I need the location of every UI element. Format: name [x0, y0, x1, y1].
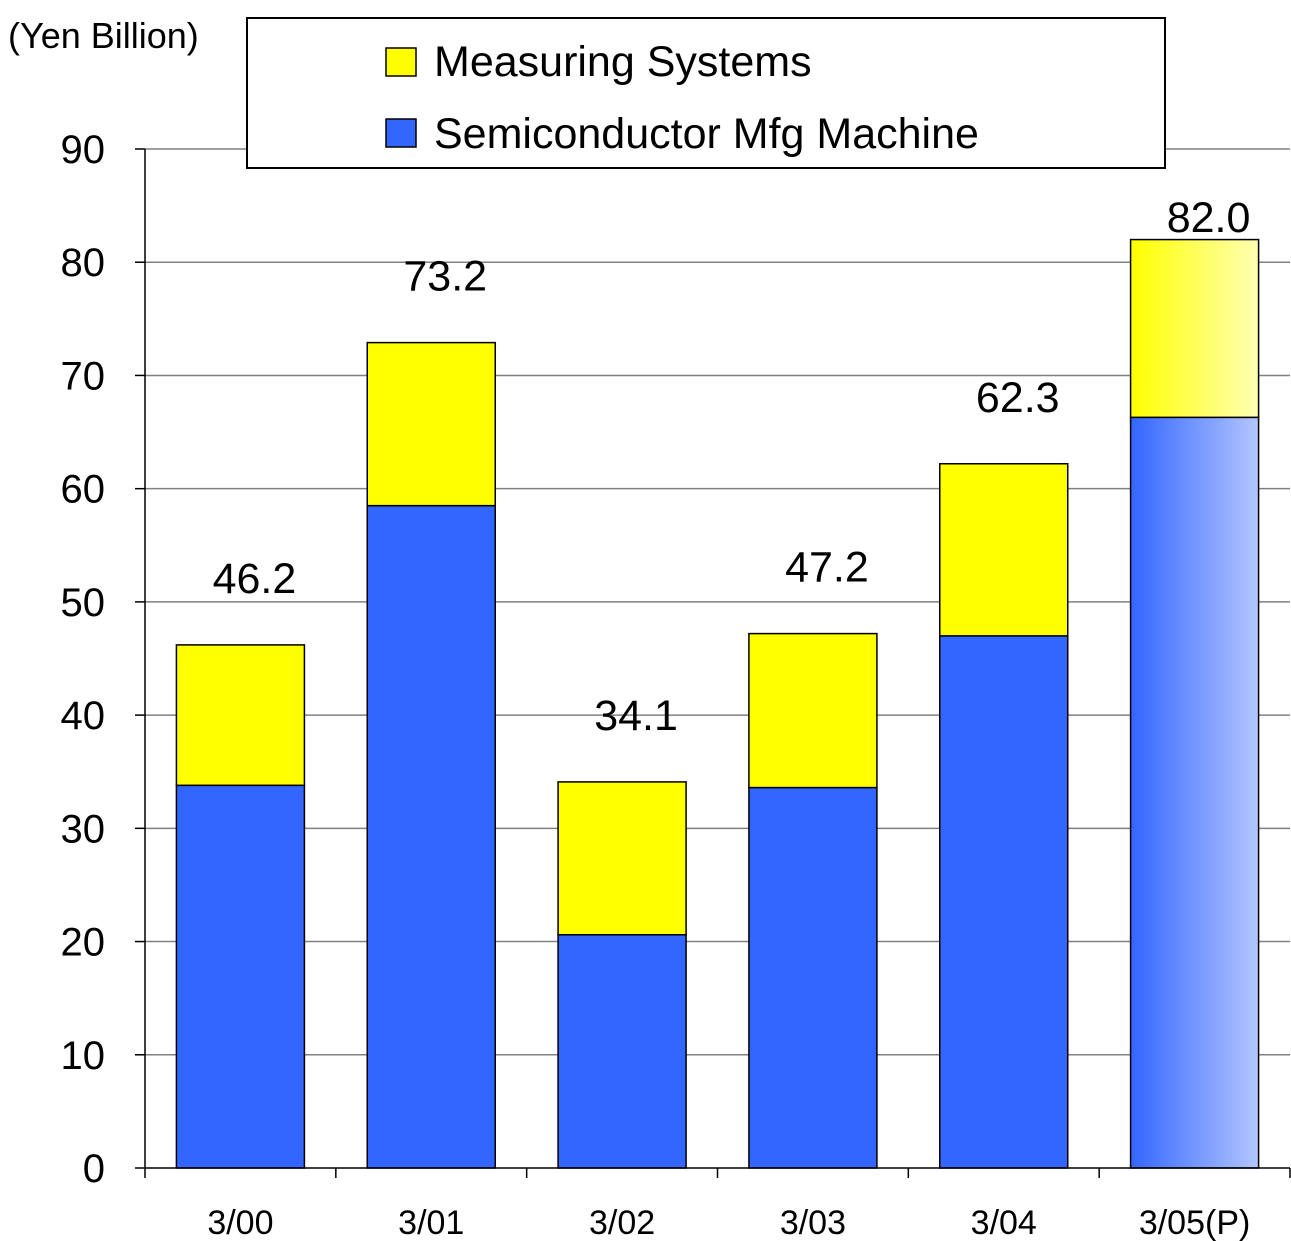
- bar-measuring-systems: [1129, 238, 1260, 419]
- total-label: 34.1: [594, 692, 678, 740]
- total-label: 73.2: [403, 253, 487, 301]
- bar-semiconductor-mfg-machine: [557, 934, 687, 1169]
- y-tick-label: 60: [61, 468, 106, 512]
- legend-swatch-semiconductor-mfg-machine: [385, 118, 417, 148]
- bar-semiconductor-mfg-machine: [1129, 416, 1260, 1169]
- x-category-label: 3/02: [589, 1204, 655, 1241]
- x-category-label: 3/03: [780, 1204, 846, 1241]
- y-tick-label: 0: [83, 1147, 105, 1191]
- y-tick-label: 80: [61, 241, 106, 285]
- axes: 0 10 20 30 40 50 60 70 80 90 3/00 3/01 3/02 3/03 3/04 3…: [61, 128, 1291, 1241]
- bars: [175, 238, 1260, 1169]
- bar-semiconductor-mfg-machine: [939, 635, 1069, 1169]
- bar-measuring-systems: [939, 463, 1069, 637]
- bar-semiconductor-mfg-machine: [366, 504, 496, 1169]
- total-label: 46.2: [213, 555, 297, 603]
- x-category-label: 3/00: [207, 1204, 273, 1241]
- y-tick-label: 70: [61, 354, 106, 398]
- y-tick-label: 50: [61, 581, 106, 625]
- x-category-label: 3/04: [971, 1204, 1037, 1241]
- total-label: 82.0: [1167, 194, 1251, 242]
- y-tick-label: 30: [61, 807, 106, 851]
- gridlines: [145, 148, 1290, 1056]
- y-axis-label: (Yen Billion): [8, 15, 199, 56]
- total-label: 47.2: [785, 544, 869, 592]
- x-category-label: 3/01: [398, 1204, 464, 1241]
- data-labels: 46.2 73.2 34.1 47.2 62.3 82.0: [213, 194, 1251, 740]
- bar-measuring-systems: [175, 644, 306, 787]
- legend-label-semiconductor-mfg-machine: Semiconductor Mfg Machine: [434, 110, 979, 158]
- total-label: 62.3: [976, 374, 1060, 422]
- bar-semiconductor-mfg-machine: [175, 784, 306, 1169]
- legend-swatch-measuring-systems: [385, 47, 417, 77]
- bar-measuring-systems: [366, 341, 496, 507]
- y-tick-label: 20: [61, 921, 106, 965]
- bar-measuring-systems: [557, 781, 687, 936]
- legend-label-measuring-systems: Measuring Systems: [434, 38, 812, 86]
- y-tick-label: 10: [61, 1034, 106, 1078]
- legend: Measuring Systems Semiconductor Mfg Mach…: [246, 17, 1166, 169]
- y-tick-label: 40: [61, 694, 106, 738]
- y-tick-label: 90: [61, 128, 106, 172]
- x-category-label: 3/05(P): [1139, 1204, 1251, 1241]
- bar-semiconductor-mfg-machine: [748, 786, 878, 1169]
- bar-measuring-systems: [748, 632, 878, 789]
